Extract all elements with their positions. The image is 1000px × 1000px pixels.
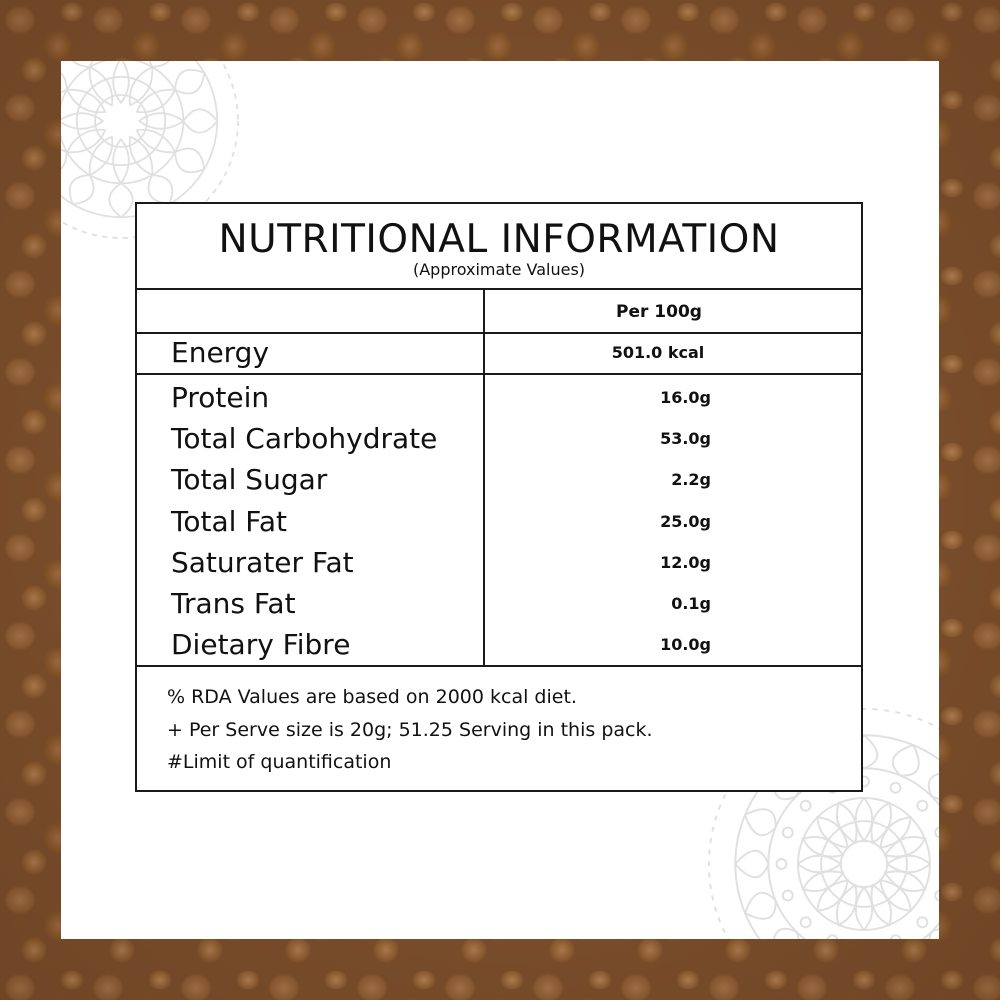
nutrient-value-protein: 16.0g — [660, 388, 711, 407]
nutrient-label-column: Protein Total Carbohydrate Total Sugar T… — [137, 375, 485, 665]
table-heading: NUTRITIONAL INFORMATION (Approximate Val… — [137, 204, 861, 290]
mandala-ornament-top-left — [61, 61, 239, 239]
nutrition-table: NUTRITIONAL INFORMATION (Approximate Val… — [135, 202, 863, 792]
nutrient-value-saturater-fat: 12.0g — [660, 552, 711, 572]
footnote-rda: % RDA Values are based on 2000 kcal diet… — [167, 686, 577, 708]
column-header-per-100g: Per 100g — [616, 302, 702, 322]
footnote-serve-size: + Per Serve size is 20g; 51.25 Serving i… — [167, 718, 653, 741]
nutrient-label-saturater-fat: Saturater Fat — [171, 545, 354, 579]
footnote-limit: #Limit of quantification — [167, 751, 392, 773]
nutrient-label-trans-fat: Trans Fat — [171, 587, 296, 621]
nutrient-rows: Protein Total Carbohydrate Total Sugar T… — [137, 375, 861, 667]
footnotes: % RDA Values are based on 2000 kcal diet… — [137, 667, 861, 779]
nutrient-label-protein: Protein — [171, 381, 270, 414]
nutrient-value-dietary-fibre: 10.0g — [660, 635, 711, 655]
nutrient-value-total-sugar: 2.2g — [671, 470, 711, 490]
nutrient-label-dietary-fibre: Dietary Fibre — [171, 628, 351, 662]
nutrient-label-total-sugar: Total Sugar — [171, 463, 328, 497]
page-subtitle: (Approximate Values) — [412, 260, 586, 279]
mandala-ornament-bottom-right — [707, 707, 939, 939]
page-title: NUTRITIONAL INFORMATION — [218, 217, 780, 262]
column-header-row: Per 100g — [137, 290, 861, 334]
nutrient-value-total-carbohydrate: 53.0g — [660, 429, 711, 449]
nutrient-value-trans-fat: 0.1g — [671, 594, 711, 614]
energy-value: 501.0 kcal — [611, 343, 705, 362]
header-blank-cell — [137, 290, 485, 332]
nutrient-label-total-fat: Total Fat — [171, 504, 287, 538]
nutrient-value-column: 16.0g 53.0g 2.2g 25.0g 12.0g 0.1g 10.0g — [485, 375, 861, 665]
label-card: NUTRITIONAL INFORMATION (Approximate Val… — [61, 61, 939, 939]
nutrient-value-total-fat: 25.0g — [660, 511, 711, 531]
nutrient-label-total-carbohydrate: Total Carbohydrate — [171, 422, 438, 456]
energy-label: Energy — [137, 334, 485, 373]
energy-row: Energy 501.0 kcal — [137, 334, 861, 375]
